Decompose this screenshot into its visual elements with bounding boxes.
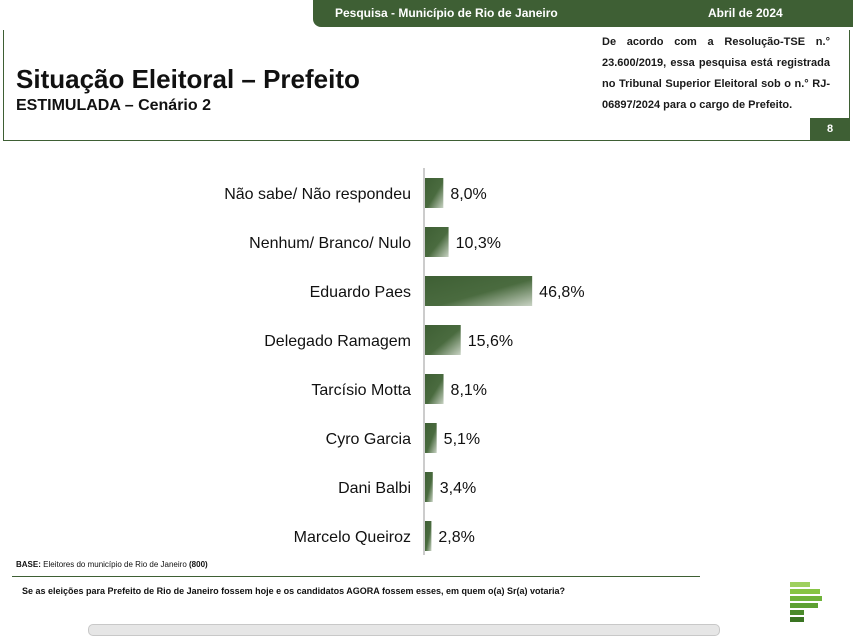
page-subtitle: ESTIMULADA – Cenário 2: [16, 97, 211, 114]
category-label: Delegado Ramagem: [264, 333, 411, 350]
bar-2: [425, 276, 533, 306]
frame-left-line: [3, 30, 4, 140]
footer-divider: [12, 576, 700, 577]
value-label: 46,8%: [539, 284, 584, 301]
base-label: BASE:: [16, 560, 41, 569]
bar-4: [425, 374, 444, 404]
bar-7: [425, 521, 432, 551]
survey-name: Pesquisa - Município de Rio de Janeiro: [335, 6, 558, 20]
category-label: Eduardo Paes: [310, 284, 411, 301]
value-label: 2,8%: [438, 529, 474, 546]
bar-6: [425, 472, 433, 502]
category-label: Nenhum/ Branco/ Nulo: [249, 235, 411, 252]
category-label: Não sabe/ Não respondeu: [224, 186, 411, 203]
header-bar: Pesquisa - Município de Rio de Janeiro A…: [313, 0, 853, 27]
company-logo-icon: [790, 582, 822, 622]
category-label: Tarcísio Motta: [311, 382, 411, 399]
value-label: 8,0%: [450, 186, 486, 203]
bar-5: [425, 423, 437, 453]
page-title: Situação Eleitoral – Prefeito: [16, 64, 360, 94]
frame-right-line: [849, 30, 850, 140]
horizontal-scrollbar[interactable]: [88, 624, 720, 636]
value-label: 15,6%: [468, 333, 513, 350]
page-number: 8: [810, 118, 850, 140]
bar-3: [425, 325, 461, 355]
value-label: 3,4%: [440, 480, 476, 497]
value-label: 8,1%: [451, 382, 487, 399]
bar-1: [425, 227, 449, 257]
category-label: Dani Balbi: [338, 480, 411, 497]
value-label: 5,1%: [444, 431, 480, 448]
bar-chart: Não sabe/ Não respondeu 8,0% Nenhum/ Branc…: [224, 168, 585, 555]
value-label: 10,3%: [456, 235, 501, 252]
base-text: Eleitores do município de Rio de Janeiro: [43, 560, 187, 569]
survey-date: Abril de 2024: [708, 6, 783, 20]
registration-note: De acordo com a Resolução-TSE n.° 23.600…: [602, 36, 830, 111]
header-divider: [3, 140, 850, 141]
category-label: Marcelo Queiroz: [294, 529, 411, 546]
base-note: BASE: Eleitores do município de Rio de J…: [16, 560, 208, 569]
category-label: Cyro Garcia: [326, 431, 411, 448]
bar-0: [425, 178, 444, 208]
survey-question: Se as eleições para Prefeito de Rio de J…: [22, 586, 566, 596]
base-count: (800): [189, 560, 208, 569]
